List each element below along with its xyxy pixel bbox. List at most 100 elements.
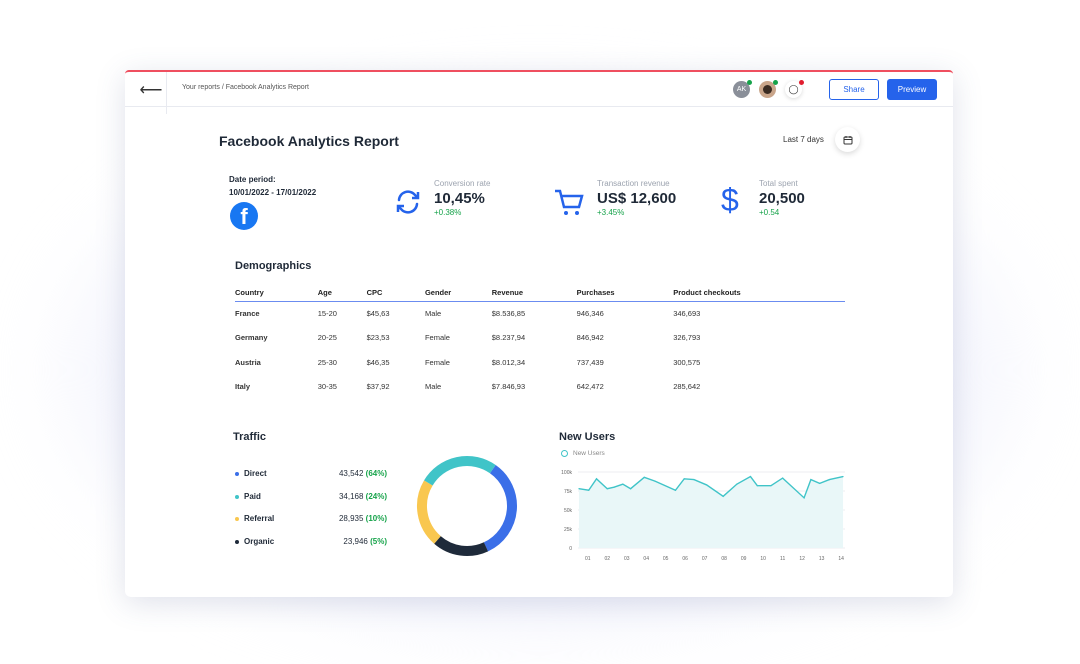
- page-title: Facebook Analytics Report: [219, 133, 399, 149]
- traffic-item: Direct 43,542 (64%): [235, 469, 387, 478]
- traffic-value: 34,168: [338, 491, 364, 501]
- table-cell: Male: [424, 382, 442, 392]
- data-point: [683, 478, 685, 480]
- share-button[interactable]: Share: [829, 79, 879, 100]
- kpi-value: 10,45%: [434, 190, 485, 207]
- traffic-item: Paid 34,168 (24%): [235, 492, 387, 501]
- data-point: [654, 480, 656, 482]
- new-users-line: [578, 475, 844, 500]
- table-cell: $37,92: [366, 382, 390, 392]
- back-arrow-icon[interactable]: ⟵: [137, 80, 165, 100]
- legend-label: New Users: [573, 450, 605, 457]
- top-bar: ⟵ Your reports / Facebook Analytics Repo…: [125, 72, 953, 114]
- kpi-delta: +0.54: [759, 208, 780, 217]
- data-point: [578, 488, 580, 490]
- preview-button[interactable]: Preview: [887, 79, 937, 100]
- x-tick-label: 08: [721, 556, 727, 562]
- breadcrumb[interactable]: Your reports / Facebook Analytics Report: [182, 84, 309, 91]
- traffic-source: Direct: [244, 469, 267, 478]
- traffic-item: Organic 23,946 (5%): [235, 537, 387, 546]
- kpi-label: Conversion rate: [434, 179, 491, 188]
- table-cell: $23,53: [366, 333, 390, 343]
- date-period-value: 10/01/2022 - 17/01/2022: [229, 188, 317, 197]
- table-cell: 846,942: [576, 333, 604, 343]
- comments-icon[interactable]: ◯: [785, 80, 804, 98]
- data-point: [706, 484, 708, 486]
- refresh-icon: [396, 190, 420, 214]
- table-cell: $46,35: [366, 357, 390, 367]
- avatar-photo[interactable]: [759, 80, 778, 98]
- table-cell: $8.536,85: [491, 309, 526, 318]
- table-row: Austria 25-30 $46,35 Female $8.012,34 737,439…: [235, 350, 845, 375]
- data-point: [693, 479, 695, 481]
- table-cell: 642,472: [576, 382, 604, 392]
- avatar-initials: AK: [736, 86, 747, 93]
- x-tick-label: 07: [702, 556, 708, 562]
- dollar-icon: $: [721, 182, 739, 218]
- kpi-delta: +3.45%: [597, 208, 625, 217]
- facebook-icon: f: [230, 202, 258, 230]
- data-point: [643, 476, 645, 478]
- traffic-item: Referral 28,935 (10%): [235, 514, 387, 523]
- data-point: [588, 489, 590, 491]
- table-row: Germany 20-25 $23,53 Female $8.237,94 846,942…: [235, 326, 845, 351]
- data-point: [674, 489, 677, 491]
- table-row: Italy 30-35 $37,92 Male $7.846,93 642,472 285,…: [235, 375, 845, 400]
- cart-icon: [555, 189, 584, 215]
- column-header: Revenue: [491, 284, 577, 302]
- table-cell: 326,793: [673, 333, 701, 343]
- table-cell: France: [235, 309, 260, 318]
- data-point: [803, 497, 805, 499]
- demographics-table: Country Age CPC Gender Revenue Purchases Produ…: [235, 284, 845, 399]
- column-header: Purchases: [576, 284, 674, 302]
- x-tick-label: 09: [741, 556, 747, 562]
- online-indicator: [773, 80, 778, 85]
- y-tick-label: 25k: [564, 527, 573, 533]
- demographics-title: Demographics: [235, 260, 312, 272]
- column-header: CPC: [366, 284, 425, 302]
- bullet-icon: [235, 539, 239, 544]
- table-cell: 30-35: [317, 382, 337, 392]
- table-cell: $8.012,34: [491, 357, 526, 367]
- data-point: [736, 483, 738, 485]
- column-header: Age: [317, 284, 367, 302]
- column-header: Country: [235, 284, 318, 302]
- data-point: [606, 488, 608, 490]
- traffic-source: Paid: [244, 491, 261, 501]
- kpi-label: Transaction revenue: [597, 179, 670, 188]
- data-point: [842, 475, 844, 478]
- donut-slice-organic: [434, 536, 489, 556]
- avatar[interactable]: AK: [733, 80, 752, 98]
- kpi-delta: +0.38%: [434, 208, 462, 217]
- x-tick-label: 06: [682, 556, 688, 562]
- table-cell: 15-20: [317, 309, 337, 318]
- notification-dot: [799, 80, 804, 85]
- x-tick-label: 14: [838, 556, 844, 562]
- data-point: [770, 485, 772, 487]
- traffic-value: 28,935: [338, 514, 364, 523]
- data-point: [749, 475, 752, 478]
- bullet-icon: [235, 472, 239, 476]
- donut-slice-direct: [483, 465, 517, 552]
- x-tick-label: 11: [780, 556, 785, 562]
- table-cell: 737,439: [576, 357, 604, 367]
- table-cell: 25-30: [317, 357, 337, 367]
- column-header: Product checkouts: [673, 284, 845, 302]
- bullet-icon: [235, 517, 239, 521]
- traffic-source: Referral: [244, 514, 275, 523]
- table-cell: 946,346: [576, 309, 604, 318]
- data-point: [819, 482, 821, 484]
- y-tick-label: 50k: [564, 508, 573, 514]
- x-tick-label: 05: [663, 556, 669, 562]
- new-users-chart: 0 25k 50k 75k 100k 01 02 03 04 05 06 07 08 09 10 11 12 13…: [561, 470, 845, 562]
- legend-marker: [561, 450, 568, 457]
- traffic-donut-chart: [417, 456, 517, 556]
- report-card: ⟵ Your reports / Facebook Analytics Repo…: [125, 70, 953, 597]
- date-range-label[interactable]: Last 7 days: [783, 135, 824, 144]
- table-cell: Female: [424, 333, 450, 343]
- calendar-icon[interactable]: [835, 127, 860, 152]
- traffic-value: 43,542: [338, 469, 364, 478]
- traffic-pct: (5%): [370, 536, 387, 546]
- y-tick-label: 75k: [564, 489, 573, 495]
- x-tick-label: 04: [643, 556, 649, 562]
